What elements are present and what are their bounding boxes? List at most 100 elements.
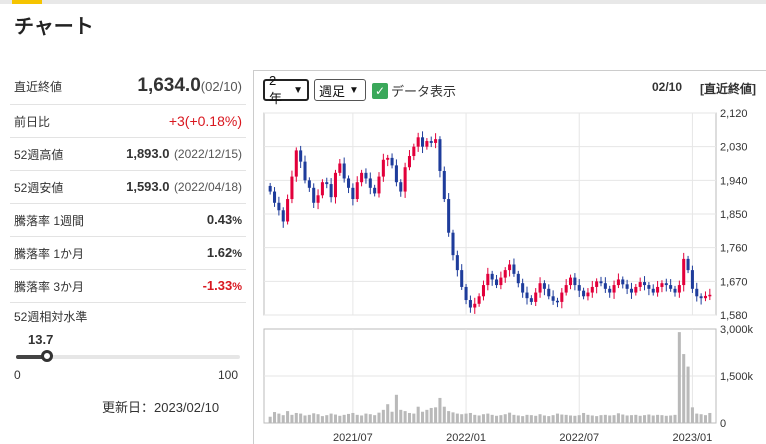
volume-bar — [316, 414, 320, 423]
interval-select[interactable]: 週足 ▼ — [314, 79, 366, 101]
candle-body — [595, 281, 599, 287]
relative-level-value: 13.7 — [28, 332, 54, 347]
stat-drop1m-value: 1.62 — [206, 245, 233, 260]
candle-body — [599, 281, 603, 284]
stat-close-date: (02/10) — [200, 79, 242, 94]
volume-bar — [682, 354, 686, 423]
volume-bar — [438, 397, 442, 423]
candle-body — [381, 159, 385, 177]
candle-body — [438, 139, 442, 171]
volume-bar — [695, 413, 699, 423]
stat-close: 直近終値 1,634.0(02/10) — [10, 68, 246, 105]
candle-body — [590, 286, 594, 293]
volume-bar — [286, 411, 290, 423]
candle-body — [429, 141, 433, 143]
volume-bar — [590, 415, 594, 423]
volume-bar — [368, 414, 372, 423]
candle-body — [664, 283, 668, 286]
candle-body — [364, 172, 368, 179]
volume-bar — [373, 415, 377, 423]
candle-body — [368, 178, 372, 188]
volume-bar — [294, 412, 298, 423]
volume-bar — [586, 414, 590, 423]
candle-body — [634, 286, 638, 293]
volume-bar — [599, 415, 603, 423]
candle-body — [394, 165, 398, 183]
price-tick-label: 2,120 — [720, 108, 748, 120]
volume-bar — [299, 413, 303, 423]
volume-bar — [455, 413, 459, 423]
volume-bar — [281, 415, 285, 423]
volume-bar — [312, 413, 316, 423]
volume-bar — [647, 414, 651, 423]
relative-level-track — [16, 355, 240, 359]
candle-body — [577, 285, 581, 291]
volume-tick-label: 1,500k — [720, 371, 754, 383]
candle-body — [651, 288, 655, 293]
candle-body — [294, 150, 298, 177]
candle-body — [534, 292, 538, 302]
volume-bar — [529, 415, 533, 423]
stat-drop3m: 騰落率 3か月 -1.33% — [10, 270, 246, 303]
volume-tick-label: 0 — [720, 418, 726, 430]
volume-bar — [303, 415, 307, 423]
period-select[interactable]: 2年 ▼ — [263, 73, 309, 106]
stock-chart: 2,120 2,030 1,940 1,850 1,760 1,670 1,580 3,000… — [263, 108, 754, 444]
volume-bar — [364, 413, 368, 423]
candle-body — [325, 182, 329, 185]
candle-body — [660, 283, 664, 287]
volume-bar — [425, 409, 429, 423]
candle-body — [669, 285, 673, 289]
volume-bar — [355, 414, 359, 423]
volume-bar — [277, 413, 281, 423]
stat-drop3m-value: -1.33 — [202, 278, 233, 293]
volume-bar — [386, 404, 390, 423]
candle-body — [608, 288, 612, 293]
volume-bar — [638, 415, 642, 423]
volume-bar — [573, 415, 577, 423]
checkbox-checked-icon[interactable]: ✓ — [372, 82, 388, 99]
candle-body — [360, 172, 364, 183]
x-tick-label: 2021/07 — [333, 432, 373, 444]
volume-tick-label: 3,000k — [720, 324, 754, 336]
volume-bar — [468, 412, 472, 423]
page-title: チャート — [14, 16, 94, 38]
volume-bar — [495, 415, 499, 423]
stat-drop1m: 騰落率 1か月 1.62% — [10, 237, 246, 270]
candle-body — [621, 279, 625, 285]
candle-body — [521, 283, 525, 293]
volume-bar — [429, 407, 433, 423]
volume-bar — [560, 414, 564, 423]
volume-bar — [333, 414, 337, 423]
x-tick-label: 2022/07 — [559, 432, 599, 444]
volume-bar — [434, 407, 438, 423]
candle-body — [616, 279, 620, 286]
stat-change: 前日比 +3(+0.18%) — [10, 105, 246, 138]
stat-drop1w: 騰落率 1週間 0.43% — [10, 204, 246, 237]
stat-low52-label: 52週安値 — [14, 180, 64, 195]
volume-bar — [595, 416, 599, 423]
candle-body — [351, 187, 355, 200]
volume-bar — [699, 414, 703, 423]
candle-body — [551, 296, 555, 301]
candle-body — [481, 285, 485, 297]
volume-bar — [582, 412, 586, 423]
candle-body — [512, 264, 516, 274]
candle-body — [508, 264, 512, 271]
volume-bar — [499, 415, 503, 423]
show-data-label: データ表示 — [391, 84, 457, 99]
volume-bar — [329, 413, 333, 423]
volume-bar — [664, 415, 668, 423]
candle-body — [516, 273, 520, 284]
stat-high52-value: 1,893.0 — [126, 146, 170, 161]
candle-body — [503, 270, 507, 278]
candle-body — [464, 286, 468, 301]
x-tick-label: 2023/01 — [673, 432, 713, 444]
show-data-toggle[interactable]: ✓ データ表示 — [372, 81, 456, 100]
candle-body — [290, 176, 294, 200]
stat-high52-date: (2022/12/15) — [173, 147, 242, 161]
volume-bar — [621, 414, 625, 423]
candle-body — [690, 270, 694, 289]
volume-bar — [625, 415, 629, 423]
volume-bar — [381, 409, 385, 423]
